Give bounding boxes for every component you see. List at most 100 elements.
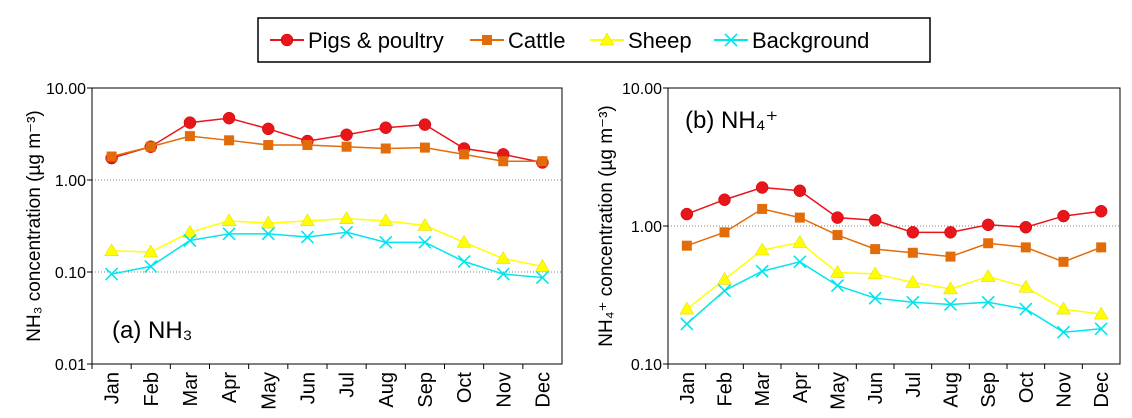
marker xyxy=(379,121,392,134)
legend-label: Sheep xyxy=(628,28,692,53)
marker xyxy=(263,140,274,151)
x-tick-label: Jul xyxy=(903,372,925,398)
marker xyxy=(221,213,237,227)
marker xyxy=(456,234,472,248)
marker xyxy=(870,244,881,255)
marker xyxy=(379,235,393,249)
legend-marker xyxy=(724,33,738,47)
marker xyxy=(378,213,394,227)
marker xyxy=(457,254,471,269)
y-tick-label: 1.00 xyxy=(631,219,662,236)
marker xyxy=(793,255,807,269)
marker xyxy=(1094,204,1108,218)
marker xyxy=(340,225,354,239)
marker xyxy=(183,233,197,248)
marker xyxy=(1057,209,1070,223)
x-tick-label: Sep xyxy=(978,372,1000,408)
x-tick-label: Apr xyxy=(790,372,812,403)
marker xyxy=(718,193,731,206)
y-tick-label: 0.10 xyxy=(631,357,662,374)
marker xyxy=(145,141,156,152)
marker xyxy=(339,211,355,224)
series-line xyxy=(686,186,1102,234)
marker xyxy=(906,226,920,239)
x-tick-label: Mar xyxy=(752,372,774,407)
marker xyxy=(184,131,195,142)
marker xyxy=(143,244,159,258)
marker xyxy=(681,240,692,251)
marker xyxy=(945,251,956,262)
marker xyxy=(1056,301,1071,315)
series-line xyxy=(111,231,543,279)
marker xyxy=(944,226,957,239)
y-tick-label: 10.00 xyxy=(46,81,86,98)
x-tick-label: Feb xyxy=(715,372,737,406)
x-tick-label: Aug xyxy=(941,372,963,408)
marker xyxy=(495,251,511,264)
marker xyxy=(535,270,549,285)
y-tick-label: 10.00 xyxy=(622,81,662,98)
marker xyxy=(755,181,769,194)
x-tick-label: Nov xyxy=(493,372,515,408)
series-line xyxy=(111,135,543,162)
y-tick-label: 1.00 xyxy=(55,173,86,190)
legend-marker xyxy=(280,33,294,47)
y-axis-label: NH₄⁺ concentration (µg m⁻³) xyxy=(596,105,617,347)
marker xyxy=(380,143,391,154)
series-line xyxy=(686,261,1102,333)
marker xyxy=(144,259,158,273)
marker xyxy=(1096,242,1107,253)
marker xyxy=(106,151,117,162)
marker xyxy=(907,247,918,258)
marker xyxy=(222,111,236,125)
marker xyxy=(183,116,197,129)
marker xyxy=(262,122,275,136)
marker xyxy=(717,271,732,285)
marker xyxy=(679,301,695,315)
marker xyxy=(1018,279,1034,293)
marker xyxy=(300,230,314,244)
marker xyxy=(104,243,120,257)
marker xyxy=(717,284,732,298)
series-line xyxy=(686,208,1102,263)
marker xyxy=(419,142,430,153)
marker xyxy=(498,156,509,167)
x-tick-label: Jun xyxy=(865,372,887,404)
marker xyxy=(981,218,995,232)
marker xyxy=(755,264,769,278)
panel-title: (b) NH₄⁺ xyxy=(685,107,778,134)
marker xyxy=(754,242,770,256)
marker xyxy=(680,317,694,331)
x-tick-label: Dec xyxy=(532,372,554,408)
y-axis-label: NH₃ concentration (µg m⁻³) xyxy=(24,110,45,341)
marker xyxy=(105,267,119,281)
marker xyxy=(905,274,921,288)
series-line xyxy=(111,117,543,164)
marker xyxy=(831,211,844,224)
marker xyxy=(341,141,352,152)
marker xyxy=(980,269,996,282)
marker xyxy=(418,235,432,249)
y-tick-label: 0.01 xyxy=(55,357,86,374)
marker xyxy=(981,295,995,309)
x-tick-label: Oct xyxy=(1016,372,1038,404)
legend-label: Cattle xyxy=(508,28,565,53)
marker xyxy=(983,238,994,249)
marker xyxy=(224,135,235,146)
marker xyxy=(868,291,882,305)
marker xyxy=(340,128,353,142)
x-tick-label: May xyxy=(828,372,850,410)
marker xyxy=(417,218,433,231)
x-tick-label: Mar xyxy=(180,372,202,407)
marker xyxy=(1058,256,1069,267)
marker xyxy=(792,234,808,248)
marker xyxy=(719,227,730,238)
marker xyxy=(943,281,958,295)
y-tick-label: 0.10 xyxy=(55,265,86,282)
marker xyxy=(832,230,843,241)
panel-title: (a) NH₃ xyxy=(112,317,192,344)
legend-label: Background xyxy=(752,28,869,53)
marker xyxy=(182,224,198,238)
